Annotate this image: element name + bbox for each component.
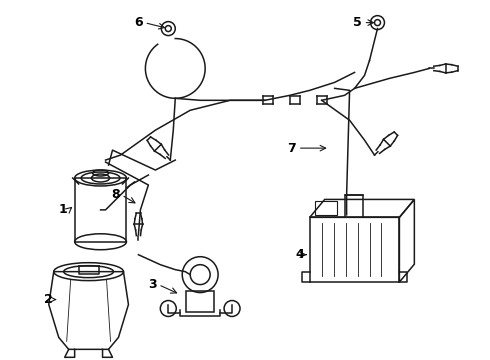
Text: 3: 3: [148, 278, 157, 291]
Text: 4: 4: [295, 248, 304, 261]
Text: 7: 7: [288, 141, 296, 155]
Text: 8: 8: [111, 188, 120, 202]
Text: 6: 6: [134, 16, 143, 29]
Text: 1: 1: [58, 203, 67, 216]
Text: 5: 5: [353, 16, 362, 29]
Text: 2: 2: [45, 293, 53, 306]
